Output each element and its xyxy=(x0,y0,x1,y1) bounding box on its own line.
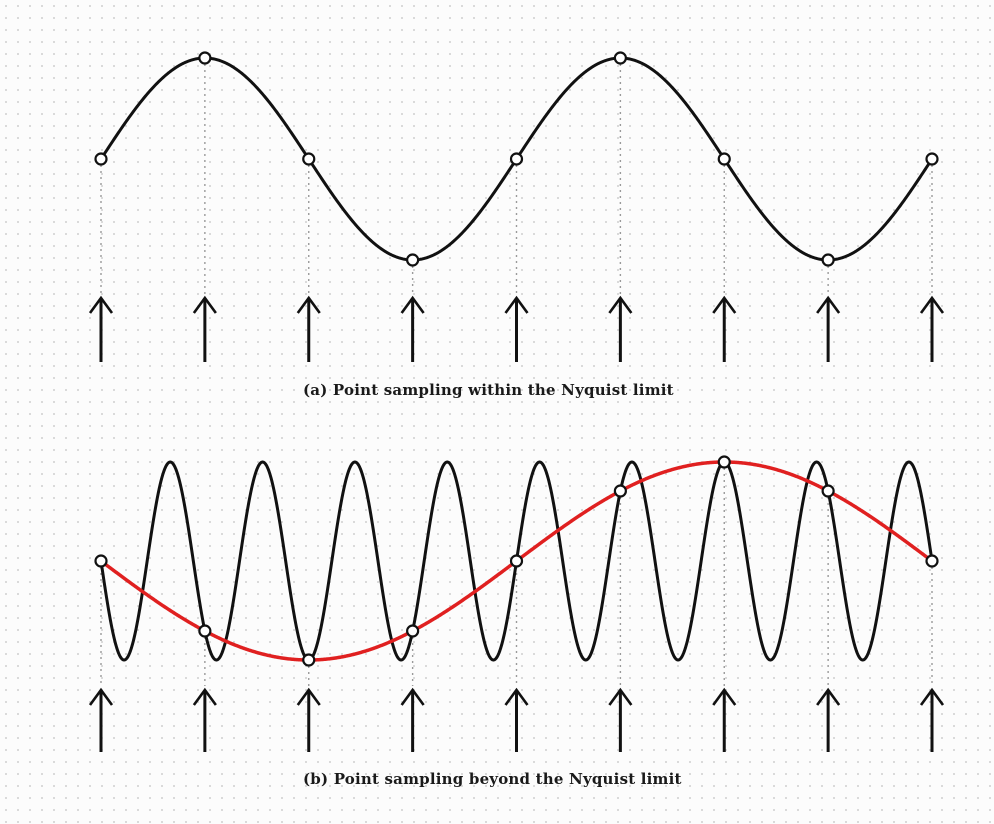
sample-point xyxy=(302,152,316,166)
up-arrow-icon xyxy=(400,687,425,752)
arrow-head xyxy=(816,295,841,314)
sample-point xyxy=(821,253,835,267)
panel-b-sample-points xyxy=(94,455,939,667)
sample-point xyxy=(406,253,420,267)
arrow-head xyxy=(88,295,114,314)
sample-point xyxy=(198,624,212,638)
sample-point xyxy=(821,484,835,498)
up-arrow-icon xyxy=(504,687,529,752)
arrow-head xyxy=(504,295,529,314)
panel-a-sample-guides xyxy=(100,58,933,294)
arrow-head xyxy=(712,687,737,706)
arrow-head xyxy=(400,295,425,314)
sample-point xyxy=(302,653,316,667)
up-arrow-icon xyxy=(400,295,425,362)
up-arrow-icon xyxy=(919,687,945,752)
sample-point xyxy=(406,624,420,638)
arrow-head xyxy=(296,687,321,706)
arrow-head xyxy=(712,295,737,314)
panel-a-caption: (a) Point sampling within the Nyquist li… xyxy=(303,381,674,399)
up-arrow-icon xyxy=(712,295,737,362)
sample-point xyxy=(925,554,939,568)
up-arrow-icon xyxy=(296,687,321,752)
arrow-head xyxy=(88,687,114,706)
panel-b-sample-guides xyxy=(100,462,933,686)
arrow-head xyxy=(400,687,425,706)
panel-a-sample-points xyxy=(94,51,939,267)
panel-b-sampling-arrows xyxy=(88,687,945,752)
panel-a-sampling-arrows xyxy=(88,295,945,362)
up-arrow-icon xyxy=(608,687,633,752)
arrow-head xyxy=(816,687,841,706)
up-arrow-icon xyxy=(919,295,945,362)
panel-b-beyond-nyquist xyxy=(88,455,945,752)
up-arrow-icon xyxy=(608,295,633,362)
arrow-head xyxy=(296,295,321,314)
arrow-head xyxy=(504,687,529,706)
sample-point xyxy=(198,51,212,65)
arrow-head xyxy=(192,295,217,314)
sample-point xyxy=(613,484,627,498)
up-arrow-icon xyxy=(296,295,321,362)
sample-point xyxy=(94,554,108,568)
up-arrow-icon xyxy=(712,687,737,752)
sample-point xyxy=(509,152,524,166)
sample-point xyxy=(509,554,524,568)
sample-point xyxy=(925,152,939,166)
up-arrow-icon xyxy=(192,687,217,752)
arrow-head xyxy=(919,295,945,314)
up-arrow-icon xyxy=(88,687,114,752)
arrow-head xyxy=(919,687,945,706)
panel-b-caption: (b) Point sampling beyond the Nyquist li… xyxy=(303,770,682,788)
arrow-head xyxy=(192,687,217,706)
up-arrow-icon xyxy=(816,295,841,362)
sample-point xyxy=(94,152,108,166)
panel-a-within-nyquist xyxy=(88,51,945,362)
sample-point xyxy=(717,455,731,469)
up-arrow-icon xyxy=(504,295,529,362)
up-arrow-icon xyxy=(816,687,841,752)
sample-point xyxy=(717,152,731,166)
arrow-head xyxy=(608,687,633,706)
arrow-head xyxy=(608,295,633,314)
up-arrow-icon xyxy=(88,295,114,362)
up-arrow-icon xyxy=(192,295,217,362)
sample-point xyxy=(613,51,627,65)
